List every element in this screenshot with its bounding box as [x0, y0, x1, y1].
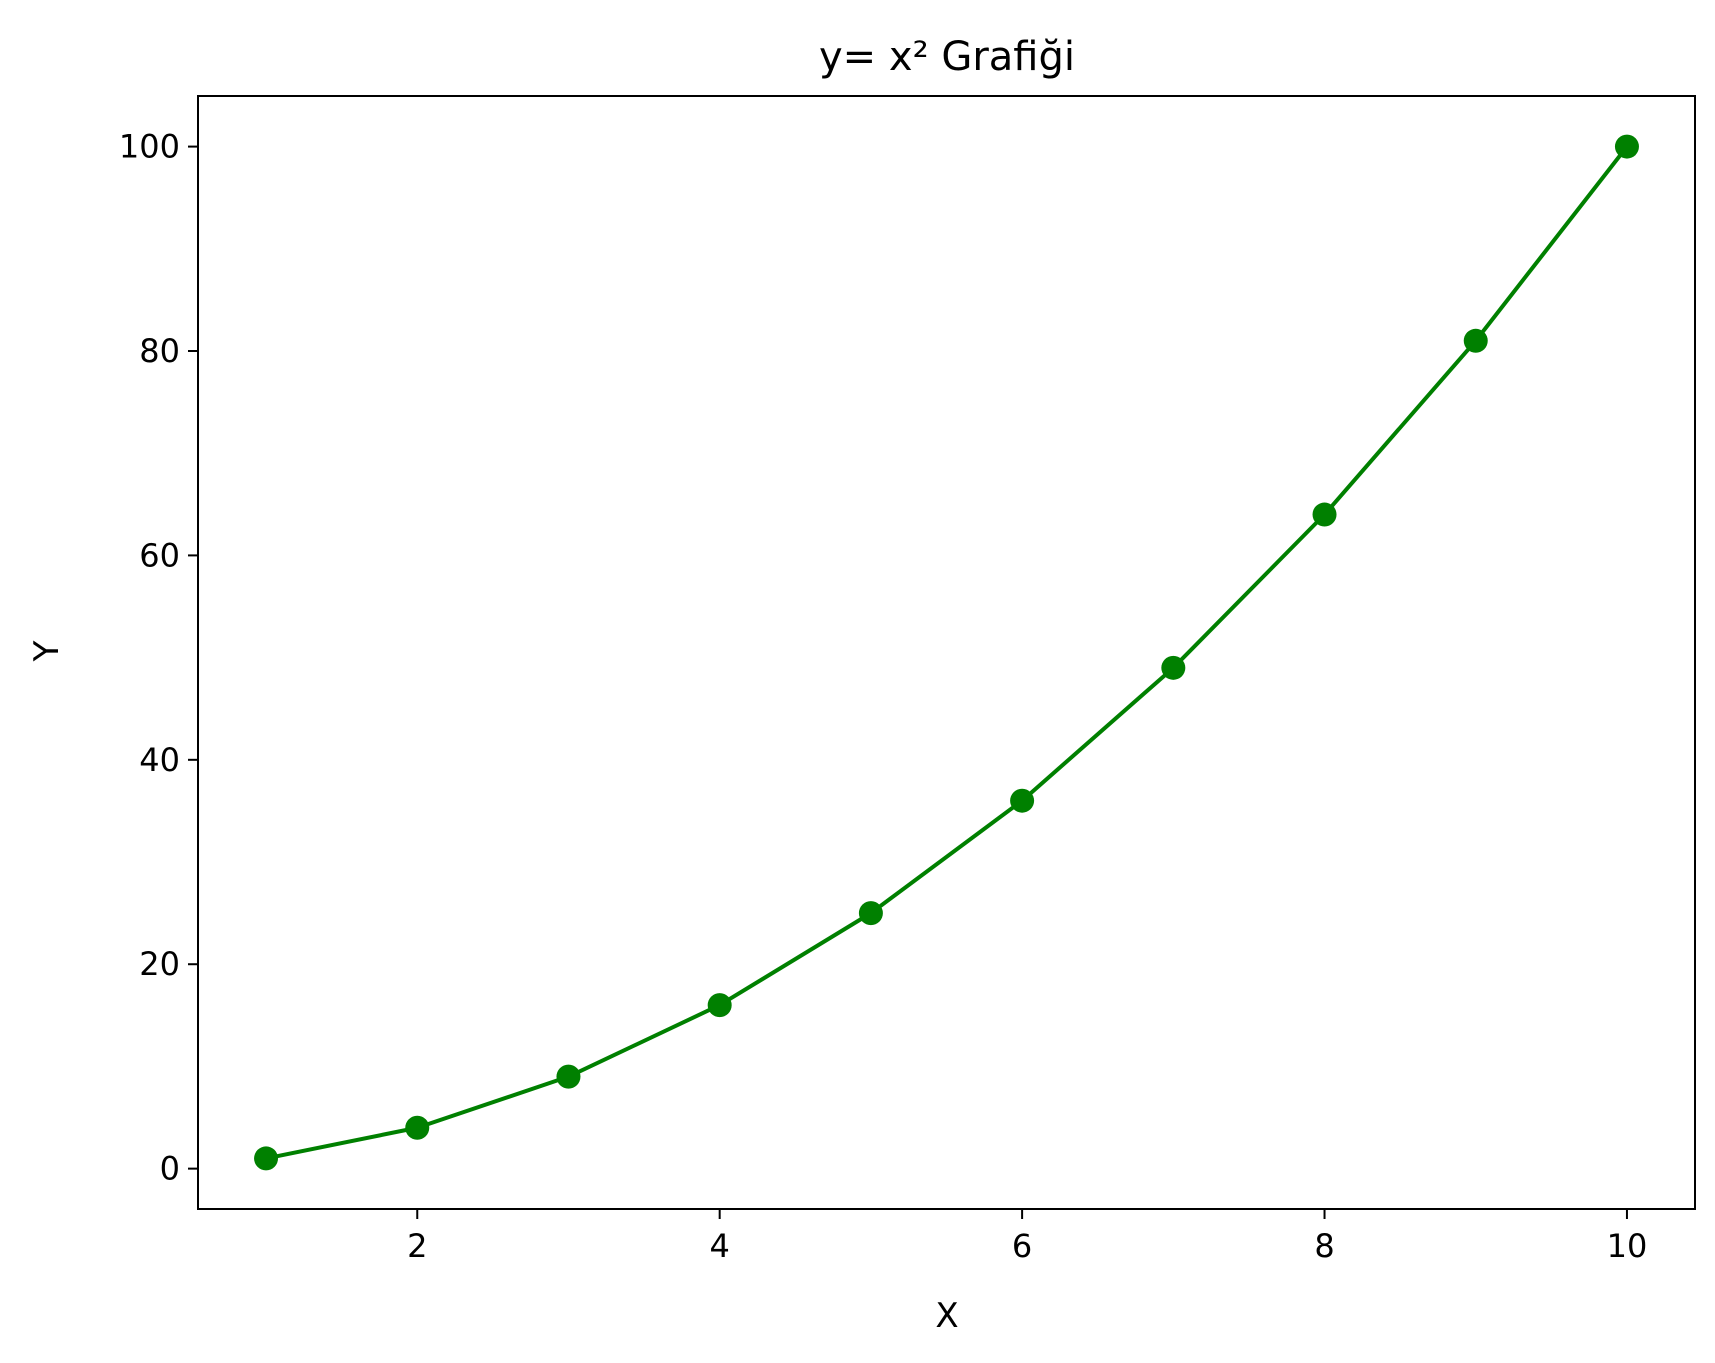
y-tick-label: 60: [139, 536, 180, 574]
data-point: [1161, 655, 1186, 680]
series-line: [265, 145, 1629, 1161]
x-axis-title: X: [935, 1296, 958, 1336]
y-tick-label: 100: [119, 128, 180, 166]
x-tick-label: 2: [407, 1227, 427, 1265]
data-point: [254, 1146, 279, 1171]
series-layer: [254, 134, 1639, 1171]
data-point: [405, 1115, 430, 1140]
x-axis-ticks: 2 4 6 8 10: [407, 1209, 1647, 1265]
plot-area-frame: [197, 95, 1696, 1210]
data-point: [1010, 788, 1035, 813]
data-point: [707, 993, 732, 1018]
y-tick-label: 40: [139, 741, 180, 779]
data-point: [1614, 134, 1639, 159]
data-point: [1463, 328, 1488, 353]
x-tick-label: 8: [1314, 1227, 1334, 1265]
y-axis-ticks: 0 20 40 60 80 100: [119, 128, 198, 1188]
chart-title: y= x² Grafiği: [819, 34, 1075, 80]
y-tick-label: 0: [160, 1150, 180, 1188]
x-tick-label: 6: [1012, 1227, 1032, 1265]
x-tick-label: 10: [1607, 1227, 1648, 1265]
x-tick-label: 4: [710, 1227, 730, 1265]
y-tick-label: 80: [139, 332, 180, 370]
y-tick-label: 20: [139, 945, 180, 983]
y-axis-title: Y: [27, 640, 67, 662]
data-point: [1312, 502, 1337, 527]
data-point: [858, 901, 883, 926]
data-point: [556, 1064, 581, 1089]
